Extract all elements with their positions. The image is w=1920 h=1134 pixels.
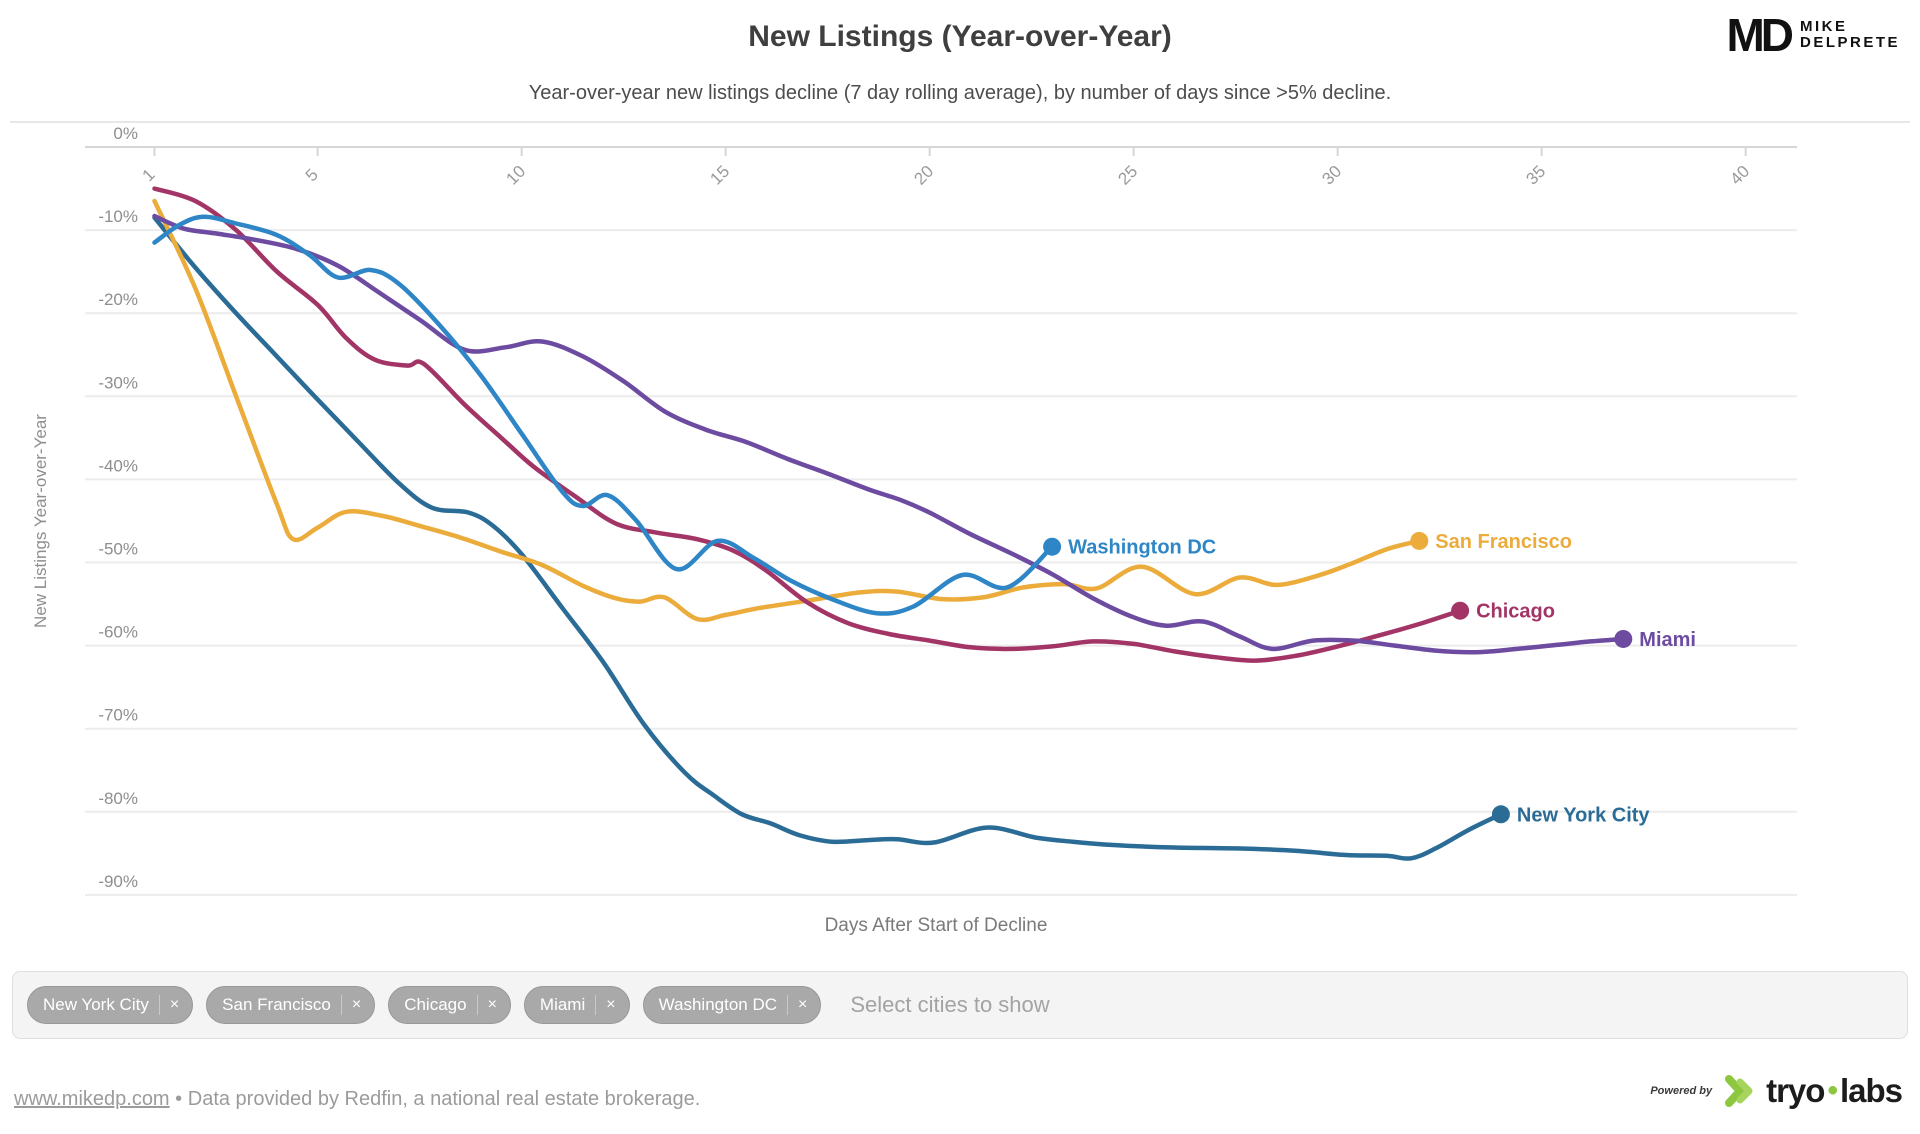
- city-chip-label: Miami: [539, 995, 586, 1014]
- chip-divider: [158, 995, 160, 1015]
- md-logo-name-line2: DELPRETE: [1799, 34, 1900, 51]
- series-line-chicago: [152, 186, 1463, 663]
- x-tick-label: 40: [1726, 162, 1753, 189]
- md-logo-name: MIKE DELPRETE: [1800, 19, 1900, 51]
- city-chip-miami[interactable]: Miami ×: [523, 986, 630, 1024]
- y-tick-label: -80%: [98, 789, 138, 808]
- chip-divider: [340, 995, 342, 1015]
- chip-remove-icon[interactable]: ×: [798, 996, 808, 1013]
- series-label-washington-dc: Washington DC: [1068, 537, 1216, 559]
- city-chip-san-francisco[interactable]: San Francisco ×: [206, 986, 376, 1024]
- chip-remove-icon[interactable]: ×: [606, 996, 616, 1013]
- city-chip-new-york-city[interactable]: New York City ×: [27, 986, 194, 1024]
- line-chart: 0%-10%-20%-30%-40%-50%-60%-70%-80%-90%1 5…: [10, 121, 1910, 936]
- city-select-placeholder[interactable]: Select cities to show: [850, 992, 1050, 1017]
- mike-delprete-logo: MD MIKE DELPRETE: [1726, 12, 1900, 58]
- footer-text: Data provided by Redfin, a national real…: [187, 1088, 701, 1110]
- series-label-san-francisco: San Francisco: [1435, 531, 1572, 553]
- tryo-dot-icon: •: [1827, 1074, 1837, 1107]
- series-line-san-francisco: [152, 198, 1422, 623]
- chip-divider: [476, 995, 478, 1015]
- series-label-new-york-city: New York City: [1517, 804, 1651, 826]
- series-label-chicago: Chicago: [1476, 601, 1555, 623]
- y-tick-label: -40%: [98, 456, 138, 475]
- chip-divider: [787, 995, 789, 1015]
- series-label-miami: Miami: [1639, 629, 1696, 651]
- footer-attribution: www.mikedp.com • Data provided by Redfin…: [14, 1088, 700, 1111]
- y-tick-label: -70%: [98, 706, 138, 725]
- tryolabs-wordmark: tryo • labs: [1766, 1072, 1903, 1110]
- x-tick-label: 5: [302, 165, 322, 185]
- y-tick-label: -30%: [98, 373, 138, 392]
- powered-by-tryolabs: Powered by tryo • labs: [1650, 1072, 1903, 1110]
- city-chip-label: New York City: [43, 995, 149, 1014]
- footer-separator: •: [175, 1088, 183, 1110]
- page-subtitle: Year-over-year new listings decline (7 d…: [528, 82, 1392, 104]
- series-endpoint-miami: [1614, 629, 1633, 648]
- x-tick-label: 15: [706, 162, 733, 189]
- city-selector[interactable]: New York City × San Francisco × Chicago × Miam…: [12, 971, 1908, 1039]
- chip-remove-icon[interactable]: ×: [487, 996, 497, 1013]
- y-tick-label: -90%: [98, 872, 138, 891]
- y-tick-label: 0%: [113, 124, 138, 143]
- powered-by-label: Powered by: [1650, 1085, 1713, 1097]
- x-axis-title: Days After Start of Decline: [825, 915, 1048, 936]
- y-tick-label: -20%: [98, 290, 138, 309]
- mikedp-link[interactable]: www.mikedp.com: [14, 1088, 170, 1110]
- md-monogram-icon: MD: [1726, 9, 1794, 61]
- series-line-new-york-city: [152, 215, 1504, 861]
- city-chip-label: Chicago: [404, 995, 467, 1014]
- series-endpoint-washington-dc: [1043, 537, 1062, 556]
- y-tick-label: -50%: [98, 540, 138, 559]
- series-line-miami: [152, 213, 1626, 655]
- y-tick-label: -10%: [98, 207, 138, 226]
- chip-remove-icon[interactable]: ×: [351, 996, 362, 1013]
- chips-host: New York City × San Francisco × Chicago × Miam…: [27, 986, 834, 1024]
- x-tick-label: 20: [910, 162, 937, 189]
- x-tick-label: 1: [139, 165, 159, 185]
- series-endpoint-chicago: [1451, 601, 1470, 620]
- city-chip-chicago[interactable]: Chicago ×: [388, 986, 511, 1024]
- chip-remove-icon[interactable]: ×: [169, 996, 180, 1013]
- y-axis-title: New Listings Year-over-Year: [31, 414, 50, 628]
- city-chip-washington-dc[interactable]: Washington DC ×: [642, 986, 822, 1024]
- x-tick-label: 30: [1318, 162, 1345, 189]
- series-line-washington-dc: [152, 214, 1055, 616]
- md-logo-name-line1: MIKE: [1799, 18, 1848, 36]
- series-endpoint-san-francisco: [1410, 531, 1429, 550]
- tryolabs-chevron-icon: [1725, 1075, 1753, 1107]
- page-title: New Listings (Year-over-Year): [748, 20, 1172, 53]
- tryo-word: tryo: [1766, 1072, 1825, 1109]
- x-tick-label: 35: [1522, 162, 1549, 189]
- city-chip-label: Washington DC: [658, 995, 778, 1014]
- city-chip-label: San Francisco: [222, 995, 331, 1014]
- chip-divider: [595, 995, 597, 1015]
- x-tick-label: 25: [1114, 162, 1141, 189]
- y-tick-label: -60%: [98, 623, 138, 642]
- labs-word: labs: [1839, 1072, 1903, 1109]
- series-endpoint-new-york-city: [1491, 805, 1510, 824]
- x-tick-label: 10: [502, 162, 529, 189]
